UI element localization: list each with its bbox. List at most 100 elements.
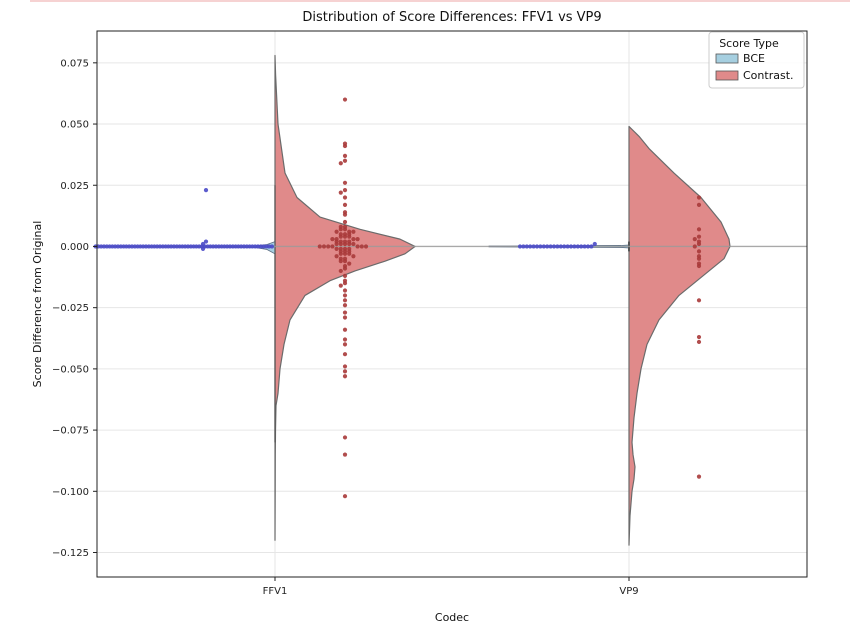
point-contrast-ffv1 — [351, 237, 356, 242]
point-bce-vp9 — [528, 244, 533, 249]
point-contrast-ffv1 — [355, 244, 360, 249]
point-contrast-vp9 — [696, 298, 702, 303]
point-contrast-ffv1 — [342, 180, 348, 185]
point-contrast-ffv1 — [338, 161, 343, 166]
point-contrast-vp9 — [696, 227, 702, 232]
point-contrast-ffv1 — [338, 234, 343, 239]
point-contrast-ffv1 — [334, 246, 339, 252]
point-bce-vp9 — [589, 244, 594, 249]
point-bce-vp9 — [531, 244, 536, 249]
point-contrast-ffv1 — [342, 195, 348, 200]
point-contrast-vp9 — [696, 256, 702, 261]
y-tick-label: −0.075 — [52, 426, 89, 437]
legend-title: Score Type — [719, 37, 779, 50]
point-contrast-ffv1 — [342, 310, 348, 315]
point-contrast-vp9 — [696, 202, 702, 207]
point-contrast-ffv1 — [359, 244, 364, 249]
point-contrast-ffv1 — [342, 143, 348, 149]
chart-title: Distribution of Score Differences: FFV1 … — [302, 10, 601, 25]
point-contrast-ffv1 — [342, 227, 348, 232]
point-contrast-ffv1 — [330, 237, 335, 242]
point-bce-ffv1 — [200, 246, 206, 252]
point-bce-vp9 — [517, 244, 523, 249]
point-bce-vp9 — [572, 244, 577, 249]
point-contrast-ffv1 — [342, 219, 348, 225]
point-contrast-ffv1 — [347, 241, 352, 247]
point-contrast-ffv1 — [342, 494, 348, 499]
point-contrast-ffv1 — [342, 97, 348, 102]
point-contrast-vp9 — [696, 474, 702, 479]
x-axis-label: Codec — [435, 611, 469, 624]
data-points — [93, 97, 702, 499]
point-contrast-ffv1 — [347, 261, 352, 266]
point-contrast-ffv1 — [351, 229, 356, 234]
point-contrast-ffv1 — [342, 202, 348, 207]
point-contrast-vp9 — [696, 249, 702, 254]
point-contrast-vp9 — [696, 241, 702, 247]
point-bce-vp9 — [568, 244, 574, 249]
point-contrast-vp9 — [696, 334, 702, 340]
point-contrast-ffv1 — [342, 364, 348, 369]
legend: Score Type BCE Contrast. — [708, 31, 805, 89]
legend-swatch-contrast — [715, 70, 739, 81]
point-contrast-ffv1 — [342, 251, 348, 256]
point-contrast-ffv1 — [347, 251, 352, 256]
point-contrast-ffv1 — [363, 244, 369, 249]
point-contrast-ffv1 — [342, 241, 348, 247]
x-tick-label: VP9 — [619, 586, 638, 597]
point-contrast-ffv1 — [338, 259, 343, 264]
point-bce-ffv1 — [203, 188, 209, 193]
point-contrast-ffv1 — [342, 369, 348, 374]
violin-contrast-vp9 — [628, 125, 731, 546]
y-tick-label: −0.100 — [52, 487, 89, 498]
point-bce-vp9 — [555, 244, 560, 249]
point-contrast-vp9 — [696, 263, 702, 269]
point-contrast-ffv1 — [342, 374, 348, 379]
point-contrast-ffv1 — [330, 244, 335, 249]
point-contrast-ffv1 — [342, 452, 348, 457]
point-contrast-ffv1 — [342, 435, 348, 440]
point-bce-vp9 — [551, 244, 557, 249]
point-contrast-ffv1 — [326, 244, 331, 249]
point-bce-vp9 — [579, 244, 584, 249]
violins — [98, 54, 731, 546]
point-contrast-ffv1 — [338, 227, 343, 232]
point-contrast-ffv1 — [338, 283, 343, 288]
top-accent-bar — [30, 0, 850, 2]
y-axis-label: Score Difference from Original — [31, 221, 44, 388]
violin-contrast-ffv1 — [274, 54, 416, 541]
point-contrast-ffv1 — [342, 158, 348, 163]
point-contrast-ffv1 — [338, 241, 343, 247]
point-contrast-ffv1 — [347, 234, 352, 239]
legend-swatch-bce — [715, 53, 739, 64]
point-contrast-ffv1 — [342, 266, 348, 271]
y-tick-label: 0.000 — [60, 242, 89, 253]
point-bce-vp9 — [562, 244, 567, 249]
point-contrast-ffv1 — [338, 190, 343, 195]
point-contrast-ffv1 — [342, 327, 348, 332]
legend-label-bce: BCE — [743, 52, 765, 65]
point-contrast-ffv1 — [321, 244, 327, 249]
point-bce-ffv1 — [200, 241, 206, 247]
point-contrast-ffv1 — [342, 337, 348, 342]
point-contrast-vp9 — [696, 339, 702, 345]
point-contrast-ffv1 — [342, 315, 348, 320]
point-contrast-ffv1 — [342, 293, 348, 298]
point-contrast-ffv1 — [342, 352, 348, 357]
point-contrast-ffv1 — [342, 303, 348, 308]
point-contrast-ffv1 — [334, 229, 339, 234]
point-bce-vp9 — [541, 244, 546, 249]
axis-ticks: 0.075 0.050 0.025 0.000 −0.025 −0.050 −0.075 −0… — [52, 58, 639, 597]
point-bce-vp9 — [538, 244, 543, 249]
y-tick-label: −0.125 — [52, 548, 89, 559]
point-contrast-ffv1 — [342, 342, 348, 347]
point-contrast-vp9 — [692, 237, 697, 242]
point-contrast-ffv1 — [351, 241, 356, 247]
point-contrast-ffv1 — [338, 251, 343, 256]
point-contrast-ffv1 — [317, 244, 322, 249]
point-contrast-ffv1 — [342, 273, 348, 278]
point-bce-vp9 — [534, 244, 540, 249]
x-tick-label: FFV1 — [263, 586, 288, 597]
point-contrast-vp9 — [696, 195, 702, 200]
point-contrast-ffv1 — [342, 298, 348, 303]
